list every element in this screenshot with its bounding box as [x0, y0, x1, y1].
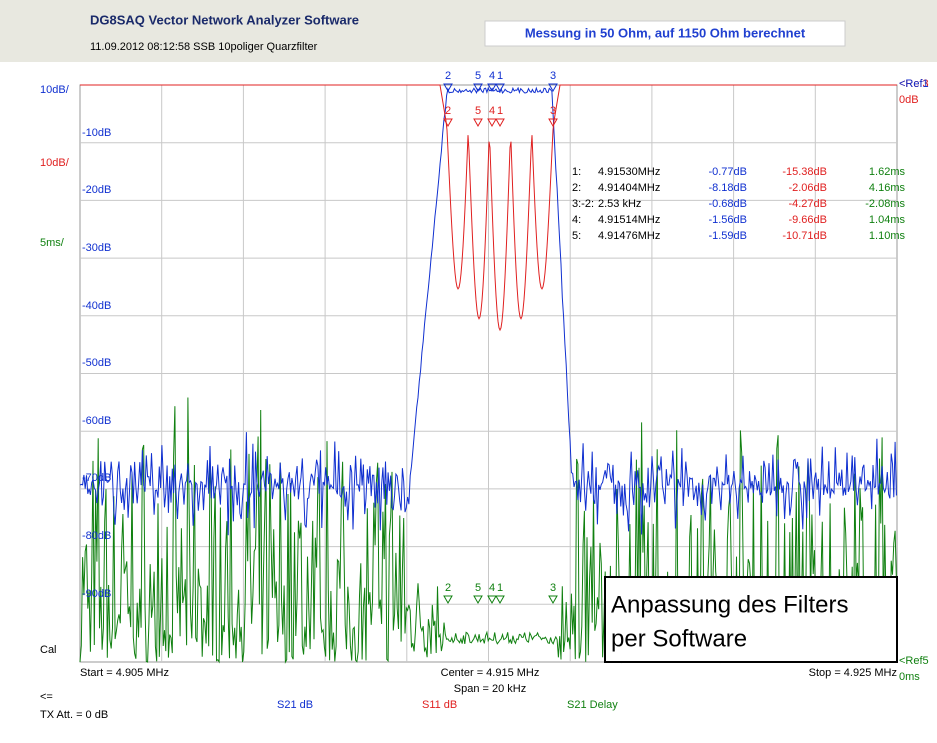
marker-cell: 1.04ms: [869, 214, 906, 226]
center-label: Center = 4.915 MHz: [441, 667, 540, 679]
marker-cell: 1.62ms: [869, 166, 906, 178]
marker-cell: 4.16ms: [869, 182, 906, 194]
note: Messung in 50 Ohm, auf 1150 Ohm berechne…: [525, 25, 806, 40]
tx-label: TX Att. = 0 dB: [40, 709, 108, 721]
marker-flag: 5: [475, 105, 481, 117]
marker-flag: 2: [445, 582, 451, 594]
scale-label: -60dB: [82, 415, 111, 427]
overlay-box: [604, 576, 898, 663]
ref-label: 0ms: [899, 671, 920, 683]
marker-triangle: [548, 118, 558, 128]
marker-cell: 1:: [572, 166, 581, 178]
marker-cell: -8.18dB: [708, 182, 747, 194]
marker-cell: -15.38dB: [782, 166, 827, 178]
scale-label: 10dB/: [40, 157, 70, 169]
grid: [79, 84, 898, 663]
scale-label: -30dB: [82, 242, 111, 254]
marker-cell: -1.56dB: [708, 214, 747, 226]
marker-triangle: [443, 83, 453, 93]
marker-flag: 4: [489, 582, 495, 594]
scale-label: -70dB: [82, 472, 111, 484]
marker-flag: 5: [475, 582, 481, 594]
marker-cell: 1.10ms: [869, 230, 906, 242]
scale-label: 5ms/: [40, 237, 65, 249]
marker-triangle: [443, 118, 453, 128]
marker-triangle: [495, 595, 505, 605]
s21-trace: [79, 86, 897, 536]
marker-flag: 4: [489, 105, 495, 117]
scale-label: Cal: [40, 644, 57, 656]
scale-label: -80dB: [82, 530, 111, 542]
marker-cell: -0.68dB: [708, 198, 747, 210]
stop-label: Stop = 4.925 MHz: [809, 667, 897, 679]
marker-cell: 2.53 kHz: [598, 198, 641, 210]
marker-cell: 4.91476MHz: [598, 230, 660, 242]
note-box: [484, 20, 846, 47]
marker-triangle: [548, 83, 558, 93]
marker-cell: 4:: [572, 214, 581, 226]
legend-entry: S21 Delay: [567, 699, 618, 711]
marker-cell: -4.27dB: [788, 198, 827, 210]
scale-label: -90dB: [82, 588, 111, 600]
back-label: <=: [40, 691, 53, 703]
span-label: Span = 20 kHz: [454, 683, 526, 695]
scale-label: -40dB: [82, 300, 111, 312]
s11-trace: [80, 84, 897, 332]
marker-flag: 4: [489, 70, 495, 82]
ref-label: 0dB: [899, 94, 919, 106]
marker-cell: -1.59dB: [708, 230, 747, 242]
marker-flag: 3: [550, 70, 556, 82]
ref-label: <Ref1: [899, 78, 929, 90]
legend-entry: S21 dB: [277, 699, 313, 711]
scale-label: 10dB/: [40, 84, 70, 96]
marker-triangle: [473, 118, 483, 128]
marker-flag: 1: [497, 70, 503, 82]
labels: 2 5 4 1 32 5 4 1 32 5 4 1 310dB/-10dB10dB/-20dB5ms/-…: [40, 70, 929, 721]
subtitle: 11.09.2012 08:12:58 SSB 10poliger Quarzf…: [90, 41, 318, 53]
marker-flag: 3: [550, 582, 556, 594]
marker-cell: -2.08ms: [865, 198, 905, 210]
marker-triangle: [487, 595, 497, 605]
marker-cell: 4.91530MHz: [598, 166, 660, 178]
scale-label: -10dB: [82, 127, 111, 139]
marker-cell: 3:-2:: [572, 198, 594, 210]
marker-flag: 2: [445, 105, 451, 117]
marker-triangle: [487, 83, 497, 93]
marker-cell: 5:: [572, 230, 581, 242]
marker-flag: 3: [550, 105, 556, 117]
overlay-line: per Software: [611, 625, 747, 652]
marker-flag: 2: [445, 70, 451, 82]
title: DG8SAQ Vector Network Analyzer Software: [90, 12, 359, 27]
marker-flag: 1: [497, 582, 503, 594]
overlay-line: Anpassung des Filters: [611, 591, 848, 618]
marker-cell: 2:: [572, 182, 581, 194]
legend-entry: S11 dB: [422, 699, 457, 711]
ref-label: <Ref5: [899, 655, 929, 667]
start-label: Start = 4.905 MHz: [80, 667, 169, 679]
marker-triangle: [548, 595, 558, 605]
marker-cell: -9.66dB: [788, 214, 827, 226]
marker-triangle: [473, 595, 483, 605]
marker-cell: 4.91514MHz: [598, 214, 660, 226]
marker-triangle: [487, 118, 497, 128]
marker-triangle: [495, 83, 505, 93]
marker-cell: -0.77dB: [708, 166, 747, 178]
marker-flag: 5: [475, 70, 481, 82]
ref-label: <Ref3: [899, 78, 929, 90]
marker-cell: -10.71dB: [782, 230, 827, 242]
marker-flag: 1: [497, 105, 503, 117]
scale-label: -50dB: [82, 357, 111, 369]
marker-triangle: [443, 595, 453, 605]
marker-cell: 4.91404MHz: [598, 182, 660, 194]
marker-triangle: [473, 83, 483, 93]
marker-cell: -2.06dB: [788, 182, 827, 194]
scale-label: -20dB: [82, 184, 111, 196]
marker-triangle: [495, 118, 505, 128]
